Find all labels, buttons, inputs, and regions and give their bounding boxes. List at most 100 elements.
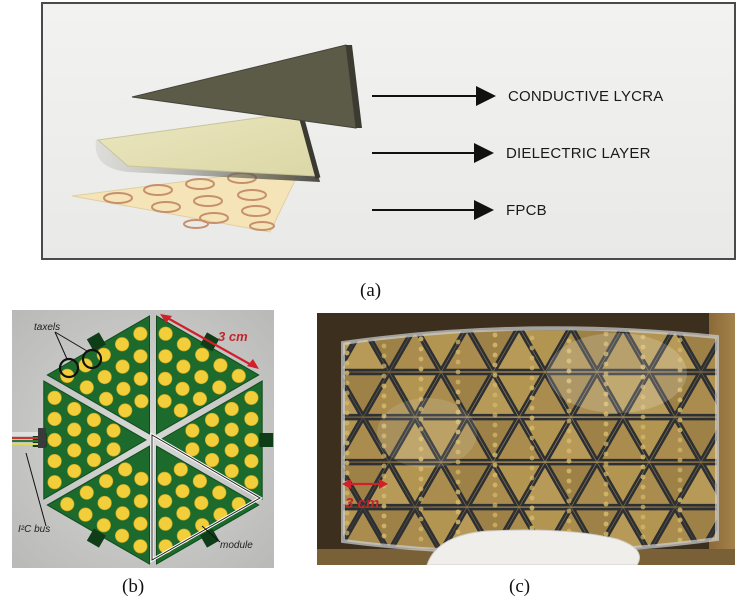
taxel-dot (344, 520, 350, 526)
taxel-dot (566, 428, 572, 434)
panel-a-frame (41, 2, 736, 260)
taxel-dot (344, 360, 350, 366)
taxel-dot (492, 402, 498, 408)
taxel-dot (381, 373, 387, 379)
taxel-dot (640, 464, 646, 470)
taxel-dot (640, 494, 646, 500)
taxel-dot (418, 356, 424, 362)
taxel-dot (677, 487, 683, 493)
taxel-dot (381, 513, 387, 519)
taxel-dot (640, 364, 646, 370)
taxel-dot (418, 376, 424, 382)
taxel-dot (677, 397, 683, 403)
taxel-dot (677, 497, 683, 503)
module-connector (86, 332, 106, 352)
taxel-dot (418, 346, 424, 352)
taxel-dot (418, 466, 424, 472)
taxel-dot (418, 496, 424, 502)
taxel-dot (603, 381, 609, 387)
cable (12, 428, 46, 448)
taxel-dot (344, 360, 350, 366)
skin-patch (389, 417, 441, 462)
taxel-dot (640, 474, 646, 480)
taxel-dot (603, 491, 609, 497)
taxel (244, 432, 259, 448)
taxel-dot (677, 367, 683, 373)
taxel-dot (566, 348, 572, 354)
taxel (96, 518, 111, 533)
taxel-dot (677, 357, 683, 363)
taxel-dot (418, 506, 424, 512)
taxel (231, 368, 246, 384)
taxel-dot (603, 521, 609, 527)
taxel-dot (492, 402, 498, 408)
taxel-dot (603, 371, 609, 377)
taxel-dot (677, 457, 683, 463)
taxel (175, 381, 190, 396)
skin-patch (415, 507, 467, 552)
taxel-dot (640, 454, 646, 460)
taxel-dot (344, 440, 350, 446)
taxel-dot (640, 504, 646, 510)
taxel-dot (529, 405, 535, 411)
taxel-dot (381, 523, 387, 529)
taxel (224, 422, 239, 437)
taxel (67, 401, 82, 417)
taxel-dot (529, 465, 535, 471)
taxel-dot (492, 432, 498, 438)
taxel-dot (603, 391, 609, 397)
taxel-dot (381, 383, 387, 389)
taxel-dot (603, 421, 609, 427)
taxel-dot (381, 503, 387, 509)
skin-patch (597, 372, 649, 417)
taxel-dot (640, 444, 646, 450)
taxel-dot (418, 446, 424, 452)
taxel-dot (492, 362, 498, 368)
taxel-dot (640, 344, 646, 350)
taxel-dot (603, 511, 609, 517)
taxel-dot (677, 527, 683, 533)
taxel-dot (529, 425, 535, 431)
skin-patch (343, 372, 389, 417)
taxel-dot (566, 418, 572, 424)
taxel (244, 411, 259, 426)
skin-patch (467, 507, 519, 552)
taxel-dot (492, 422, 498, 428)
taxel-dot (455, 429, 461, 435)
taxel-dot (381, 423, 387, 429)
taxel-dot (344, 390, 350, 396)
taxel-dot (492, 332, 498, 338)
taxel-dot (529, 495, 535, 501)
taxel (194, 369, 209, 385)
taxel-dot (418, 496, 424, 502)
taxel-dot (381, 513, 387, 519)
taxel (133, 539, 148, 554)
taxel (185, 442, 200, 457)
taxel-dot (455, 409, 461, 415)
taxel-dot (492, 452, 498, 458)
taxel (133, 494, 148, 509)
taxel-dot (492, 452, 498, 458)
taxel-dot (677, 527, 683, 533)
taxel-dot (344, 420, 350, 426)
skin-patch (363, 462, 415, 507)
taxel-dot (529, 455, 535, 461)
taxel (173, 403, 188, 418)
taxel-dot (455, 489, 461, 495)
label-conductive-lycra: CONDUCTIVE LYCRA (508, 88, 663, 105)
taxel-dot (381, 523, 387, 529)
taxel-dot (344, 470, 350, 476)
skin-patch (389, 372, 441, 417)
taxel-dot (529, 505, 535, 511)
taxel (133, 326, 148, 341)
taxel-dot (492, 472, 498, 478)
taxel-dot (677, 347, 683, 353)
taxel (192, 474, 207, 489)
taxel (106, 423, 121, 438)
taxel-dot (344, 440, 350, 446)
taxel-dot (418, 336, 424, 342)
taxel-dot (640, 374, 646, 380)
taxel-dot (529, 515, 535, 521)
taxel-dot (344, 380, 350, 386)
taxel-dot (418, 336, 424, 342)
